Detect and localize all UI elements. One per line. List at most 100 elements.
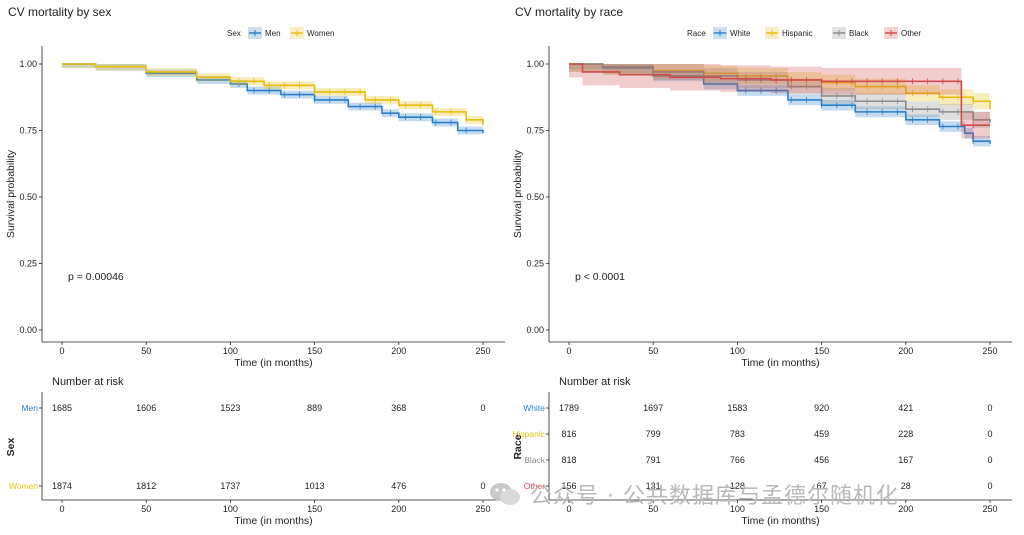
series-other: [569, 63, 990, 139]
risk-cell: 0: [480, 481, 485, 491]
x-tick-label: 0: [566, 346, 571, 356]
legend-entry: Other: [901, 29, 921, 38]
risk-x-tick-label: 0: [566, 504, 571, 514]
x-tick-label: 50: [648, 346, 658, 356]
risk-row-label: Hispanic: [512, 429, 545, 439]
km-panel-1: CV mortality by sex Sex Men Women 0.00 0.25 0.…: [5, 5, 505, 369]
confidence-band: [62, 64, 483, 138]
risk-cell: 0: [480, 403, 485, 413]
x-tick-label: 100: [223, 346, 238, 356]
y-tick-label: 0.50: [19, 192, 37, 202]
risk-cell: 28: [901, 481, 911, 491]
legend-entry: White: [730, 29, 751, 38]
p-value-annotation: p = 0.00046: [68, 271, 124, 283]
risk-x-tick-label: 200: [391, 504, 406, 514]
risk-table-title: Number at risk: [559, 376, 631, 388]
risk-row-label: White: [523, 403, 545, 413]
chart-title: CV mortality by sex: [8, 5, 111, 19]
risk-cell: 816: [561, 429, 576, 439]
legend-entry: Women: [307, 29, 334, 38]
p-value-annotation: p < 0.0001: [575, 271, 625, 283]
y-tick-label: 1.00: [526, 59, 544, 69]
legend-entry: Hispanic: [782, 29, 813, 38]
risk-x-tick-label: 150: [307, 504, 322, 514]
y-axis-label: Survival probability: [512, 149, 524, 238]
risk-table-1: Number at risk Men 1685 1606 1523 889 368 0 Wome…: [5, 376, 505, 527]
risk-x-tick-label: 100: [223, 504, 238, 514]
risk-x-tick-label: 0: [59, 504, 64, 514]
risk-cell: 1697: [643, 403, 663, 413]
risk-cell: 1685: [52, 403, 72, 413]
risk-cell: 476: [391, 481, 406, 491]
risk-cell: 766: [730, 455, 745, 465]
y-tick-label: 0.25: [19, 259, 37, 269]
risk-cell: 228: [898, 429, 913, 439]
legend-entry: Black: [849, 29, 870, 38]
risk-row-label: Men: [21, 403, 38, 413]
risk-cell: 920: [814, 403, 829, 413]
y-axis-label: Survival probability: [5, 149, 17, 238]
risk-x-tick-label: 100: [730, 504, 745, 514]
risk-x-axis-label: Time (in months): [741, 515, 819, 527]
risk-cell: 1583: [727, 403, 747, 413]
y-tick-label: 0.00: [526, 325, 544, 335]
series-men: [62, 63, 484, 138]
survival-curve: [569, 63, 991, 123]
risk-cell: 889: [307, 403, 322, 413]
risk-cell: 1013: [305, 481, 325, 491]
risk-row-label: Women: [9, 481, 38, 491]
risk-cell: 156: [561, 481, 576, 491]
risk-cell: 421: [898, 403, 913, 413]
risk-cell: 0: [987, 403, 992, 413]
risk-cell: 1737: [220, 481, 240, 491]
risk-x-tick-label: 250: [982, 504, 997, 514]
risk-cell: 1789: [559, 403, 579, 413]
risk-x-tick-label: 200: [898, 504, 913, 514]
x-tick-label: 100: [730, 346, 745, 356]
risk-cell: 1606: [136, 403, 156, 413]
legend: Race White Hispanic Black Other: [687, 27, 921, 39]
risk-cell: 0: [987, 429, 992, 439]
risk-cell: 1812: [136, 481, 156, 491]
risk-cell: 128: [730, 481, 745, 491]
risk-table-title: Number at risk: [52, 376, 124, 388]
risk-row-label: Black: [524, 455, 546, 465]
x-axis-label: Time (in months): [234, 357, 312, 369]
legend-title: Sex: [227, 29, 241, 38]
risk-cell: 791: [646, 455, 661, 465]
km-panel-2: CV mortality by race Race White Hispanic Bla…: [512, 5, 1012, 369]
risk-cell: 783: [730, 429, 745, 439]
y-tick-label: 0.25: [526, 259, 544, 269]
x-tick-label: 150: [307, 346, 322, 356]
risk-row-label: Other: [524, 481, 545, 491]
watermark-text: 公众号 · 公共数据库与孟德尔随机化: [530, 484, 899, 509]
risk-cell: 131: [646, 481, 661, 491]
x-tick-label: 250: [982, 346, 997, 356]
x-axis-label: Time (in months): [741, 357, 819, 369]
legend: Sex Men Women: [227, 27, 334, 39]
x-tick-label: 50: [141, 346, 151, 356]
survival-curve: [62, 63, 484, 126]
survival-curve: [62, 63, 484, 134]
y-tick-label: 0.75: [526, 126, 544, 136]
risk-x-tick-label: 50: [141, 504, 151, 514]
risk-y-axis-label: Race: [512, 434, 524, 459]
x-tick-label: 200: [898, 346, 913, 356]
risk-x-tick-label: 50: [648, 504, 658, 514]
risk-cell: 67: [817, 481, 827, 491]
risk-x-tick-label: 150: [814, 504, 829, 514]
chart-title: CV mortality by race: [515, 5, 623, 19]
risk-table-2: Number at risk White 1789 1697 1583 920 421 0 Hi…: [512, 376, 1012, 527]
confidence-band: [62, 64, 483, 130]
y-tick-label: 0.50: [526, 192, 544, 202]
wechat-icon: [490, 483, 520, 505]
legend-entry: Men: [265, 29, 281, 38]
risk-x-axis-label: Time (in months): [234, 515, 312, 527]
x-tick-label: 250: [475, 346, 490, 356]
risk-cell: 0: [987, 455, 992, 465]
risk-cell: 818: [561, 455, 576, 465]
risk-cell: 167: [898, 455, 913, 465]
risk-cell: 368: [391, 403, 406, 413]
confidence-band: [569, 64, 990, 139]
risk-x-tick-label: 250: [475, 504, 490, 514]
